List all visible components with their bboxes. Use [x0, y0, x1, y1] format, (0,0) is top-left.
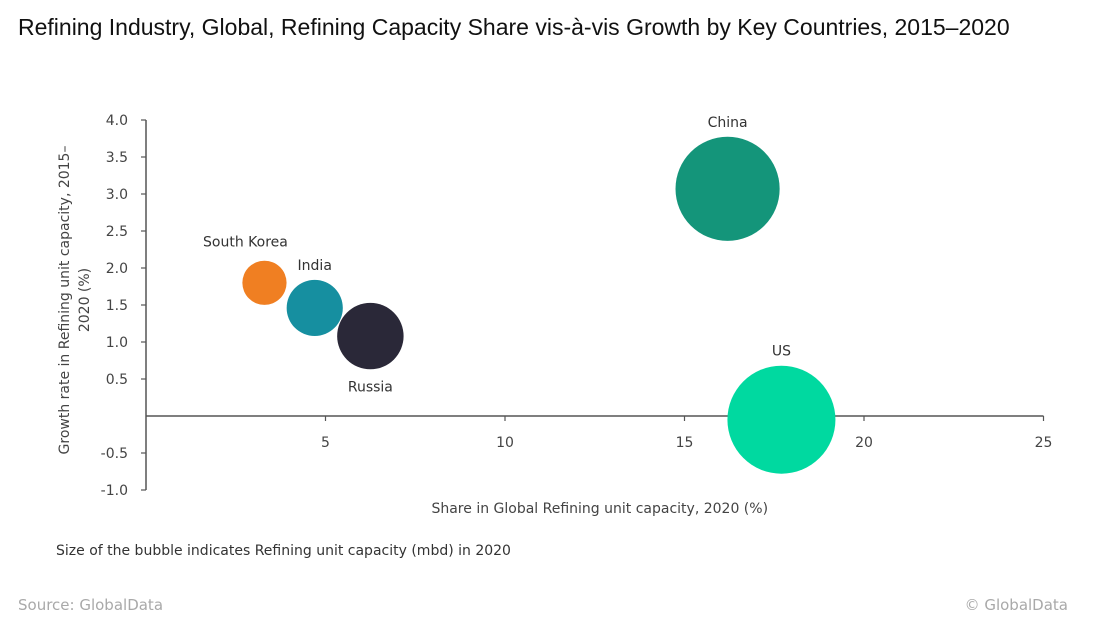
bubble-label: US [772, 344, 791, 360]
bubble-china [675, 136, 780, 241]
y-axis-title: Growth rate in Refining unit capacity, 2… [57, 146, 93, 455]
y-tick-label: 3.0 [106, 187, 128, 203]
y-tick-label: 3.5 [106, 150, 128, 166]
x-tick-label: 25 [1035, 435, 1053, 451]
y-tick-label: 4.0 [106, 113, 128, 129]
bubble-label: India [298, 258, 332, 274]
source-text: Source: GlobalData [18, 596, 164, 614]
x-tick-label: 15 [676, 435, 694, 451]
y-tick-label: -1.0 [101, 483, 128, 499]
y-tick-label: 1.0 [106, 335, 128, 351]
x-tick-label: 10 [496, 435, 514, 451]
x-axis-title: Share in Global Refining unit capacity, … [431, 501, 768, 517]
bubble-label: Russia [348, 379, 393, 395]
y-tick-label: 2.0 [106, 261, 128, 277]
x-tick-label: 5 [321, 435, 330, 451]
chart-title: Refining Industry, Global, Refining Capa… [18, 14, 1010, 40]
y-tick-label: 1.5 [106, 298, 128, 314]
bubble-south-korea [242, 260, 287, 305]
y-tick-label: 2.5 [106, 224, 128, 240]
y-tick-label: 0.5 [106, 372, 128, 388]
bubble-label: China [708, 115, 748, 131]
bubble-label: South Korea [203, 235, 288, 251]
bubble-russia [337, 302, 404, 370]
bubble-size-note: Size of the bubble indicates Refining un… [56, 543, 511, 559]
x-tick-label: 20 [855, 435, 873, 451]
y-tick-label: -0.5 [101, 446, 128, 462]
copyright-text: © GlobalData [964, 596, 1068, 614]
bubble-us [727, 365, 836, 474]
bubble-india [286, 279, 343, 337]
